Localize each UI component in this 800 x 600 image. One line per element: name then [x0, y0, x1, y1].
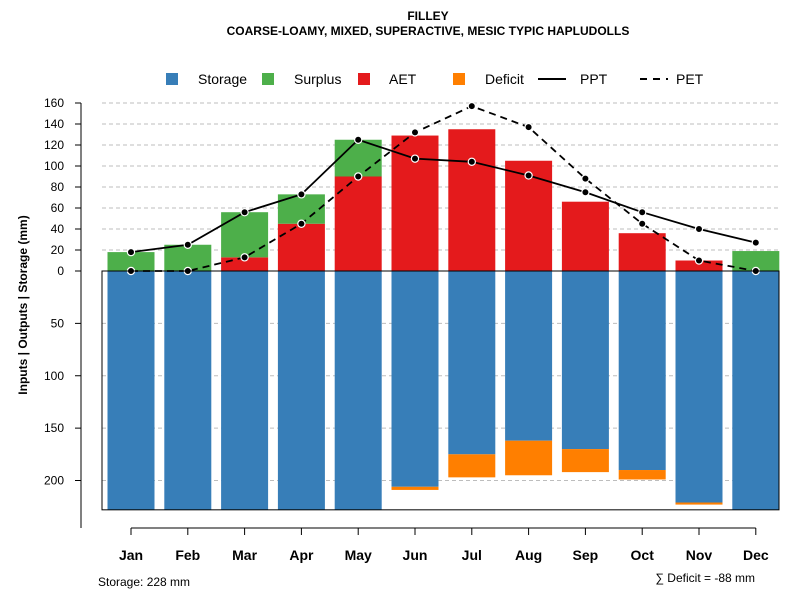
y-tick-label-20: 20	[51, 243, 65, 257]
y-axis-label: Inputs | Outputs | Storage (mm)	[16, 215, 30, 394]
storage-bar-apr	[277, 271, 325, 510]
storage-bar-may	[334, 271, 382, 510]
ppt-point-jun	[410, 154, 420, 163]
aet-bar-nov	[675, 260, 723, 271]
aet-bar-apr	[277, 223, 325, 271]
x-tick-label-oct: Oct	[631, 547, 655, 563]
x-tick-label-dec: Dec	[743, 547, 769, 563]
x-tick-label-aug: Aug	[515, 547, 542, 563]
pet-point-nov	[694, 256, 704, 265]
y-tick-label-100: 100	[44, 159, 64, 173]
x-tick-label-jul: Jul	[462, 547, 482, 563]
pet-point-sep	[581, 174, 590, 183]
chart-title: FILLEY	[407, 9, 448, 23]
surplus-bar-dec	[732, 251, 780, 271]
legend-label-deficit: Deficit	[485, 71, 524, 87]
x-tick-label-feb: Feb	[175, 547, 200, 563]
ppt-point-may	[354, 135, 363, 144]
y-tick-label-160: 160	[44, 96, 64, 110]
storage-bar-sep	[561, 271, 609, 450]
storage-annotation: Storage: 228 mm	[98, 575, 190, 589]
pet-point-aug	[524, 122, 533, 132]
aet-bar-oct	[618, 233, 666, 271]
legend-swatch-surplus	[262, 73, 274, 85]
ppt-point-jan	[126, 247, 136, 257]
chart-subtitle: COARSE-LOAMY, MIXED, SUPERACTIVE, MESIC …	[227, 24, 630, 38]
aet-bar-jul	[448, 129, 496, 271]
y-tick-label-140: 140	[44, 117, 64, 131]
ppt-point-feb	[183, 240, 192, 249]
y-tick-label-120: 120	[44, 138, 64, 152]
x-tick-label-nov: Nov	[686, 547, 713, 563]
deficit-bar-oct	[618, 470, 666, 480]
bars	[107, 129, 780, 510]
pet-point-jul	[467, 101, 476, 111]
y-tick-label-50: 50	[51, 316, 65, 330]
ppt-point-apr	[297, 190, 306, 199]
surplus-bar-mar	[221, 212, 269, 258]
storage-bar-jul	[448, 271, 496, 455]
storage-bar-nov	[675, 271, 723, 503]
pet-point-mar	[240, 253, 249, 262]
axes: 0 20 40 60 80 100 120 140 160 50 100 150 200 Jan Feb Ma…	[44, 96, 780, 563]
storage-box	[101, 270, 780, 511]
ppt-line	[130, 138, 757, 253]
legend-swatch-aet	[358, 73, 370, 85]
surplus-bar-jan	[107, 252, 155, 271]
ppt-point-jul	[467, 157, 476, 166]
x-tick-label-apr: Apr	[289, 547, 314, 563]
legend-swatch-storage	[166, 73, 178, 85]
legend-label-pet: PET	[676, 71, 704, 87]
storage-bar-jun	[391, 271, 439, 487]
deficit-bar-sep	[561, 449, 609, 473]
pet-point-oct	[638, 219, 647, 228]
storage-bar-oct	[618, 271, 666, 471]
deficit-bar-jul	[448, 454, 496, 478]
deficit-bar-jun	[391, 486, 439, 490]
storage-bar-mar	[221, 271, 269, 510]
ppt-point-dec	[751, 238, 761, 247]
ppt-point-sep	[581, 188, 590, 197]
aet-bar-may	[334, 176, 382, 271]
y-tick-label-0: 0	[57, 264, 64, 278]
legend: Storage Surplus AET Deficit PPT PET	[166, 71, 704, 87]
deficit-bar-nov	[675, 502, 723, 505]
storage-bar-jan	[107, 271, 155, 510]
legend-swatch-deficit	[453, 73, 465, 85]
y-tick-label-40: 40	[51, 222, 65, 236]
x-tick-label-mar: Mar	[232, 547, 257, 563]
y-tick-label-60: 60	[51, 201, 65, 215]
legend-label-aet: AET	[389, 71, 417, 87]
ppt-point-nov	[694, 224, 704, 234]
y-tick-label-150: 150	[44, 421, 64, 435]
storage-bar-feb	[164, 271, 212, 510]
gridlines	[102, 102, 779, 481]
y-tick-label-80: 80	[51, 180, 65, 194]
x-tick-label-sep: Sep	[573, 547, 599, 563]
ppt-point-mar	[240, 207, 249, 217]
ppt-point-oct	[638, 207, 647, 217]
x-tick-label-jan: Jan	[119, 547, 143, 563]
pet-point-may	[354, 172, 363, 181]
y-tick-label-200: 200	[44, 474, 64, 488]
deficit-annotation: ∑ Deficit = -88 mm	[655, 571, 755, 585]
x-tick-label-jun: Jun	[403, 547, 428, 563]
deficit-bar-aug	[505, 440, 553, 476]
legend-label-surplus: Surplus	[294, 71, 341, 87]
aet-bar-sep	[561, 201, 609, 271]
y-tick-label-100: 100	[44, 369, 64, 383]
storage-bar-dec	[732, 271, 780, 510]
storage-bar-aug	[505, 271, 553, 441]
ppt-point-aug	[524, 171, 533, 180]
lines	[126, 101, 761, 276]
x-tick-label-may: May	[345, 547, 372, 563]
pet-point-jun	[410, 128, 420, 137]
legend-label-ppt: PPT	[580, 71, 608, 87]
legend-label-storage: Storage	[198, 71, 247, 87]
pet-point-apr	[297, 219, 306, 228]
